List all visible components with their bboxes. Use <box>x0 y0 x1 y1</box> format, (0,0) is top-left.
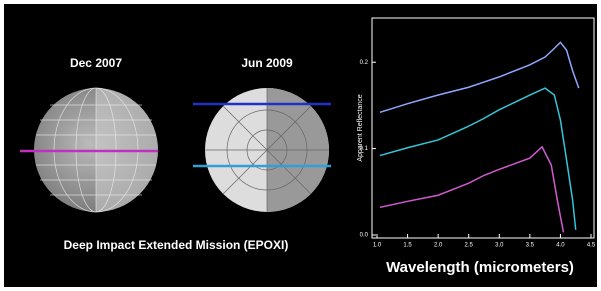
y-tick-label: 0.1 <box>360 146 369 152</box>
x-tick-label: 4.5 <box>587 243 596 249</box>
globe-label: Dec 2007 <box>70 56 122 70</box>
x-axis-label: Wavelength (micrometers) <box>386 259 574 276</box>
x-tick-label: 2.5 <box>465 243 474 249</box>
caption: Deep Impact Extended Mission (EPOXI) <box>64 238 289 252</box>
x-tick-label: 2.0 <box>434 243 443 249</box>
x-tick-label: 4.0 <box>556 243 565 249</box>
x-tick-label: 1.5 <box>403 243 412 249</box>
y-tick-label: 0.0 <box>360 233 369 239</box>
x-tick-label: 1.0 <box>373 243 382 249</box>
figure: Dec 2007 Jun 2009 Deep Impact Extended M… <box>0 0 601 291</box>
x-tick-label: 3.5 <box>526 243 535 249</box>
x-tick-label: 3.0 <box>495 243 504 249</box>
globe-label: Jun 2009 <box>241 56 293 70</box>
y-tick-label: 0.2 <box>360 60 369 66</box>
